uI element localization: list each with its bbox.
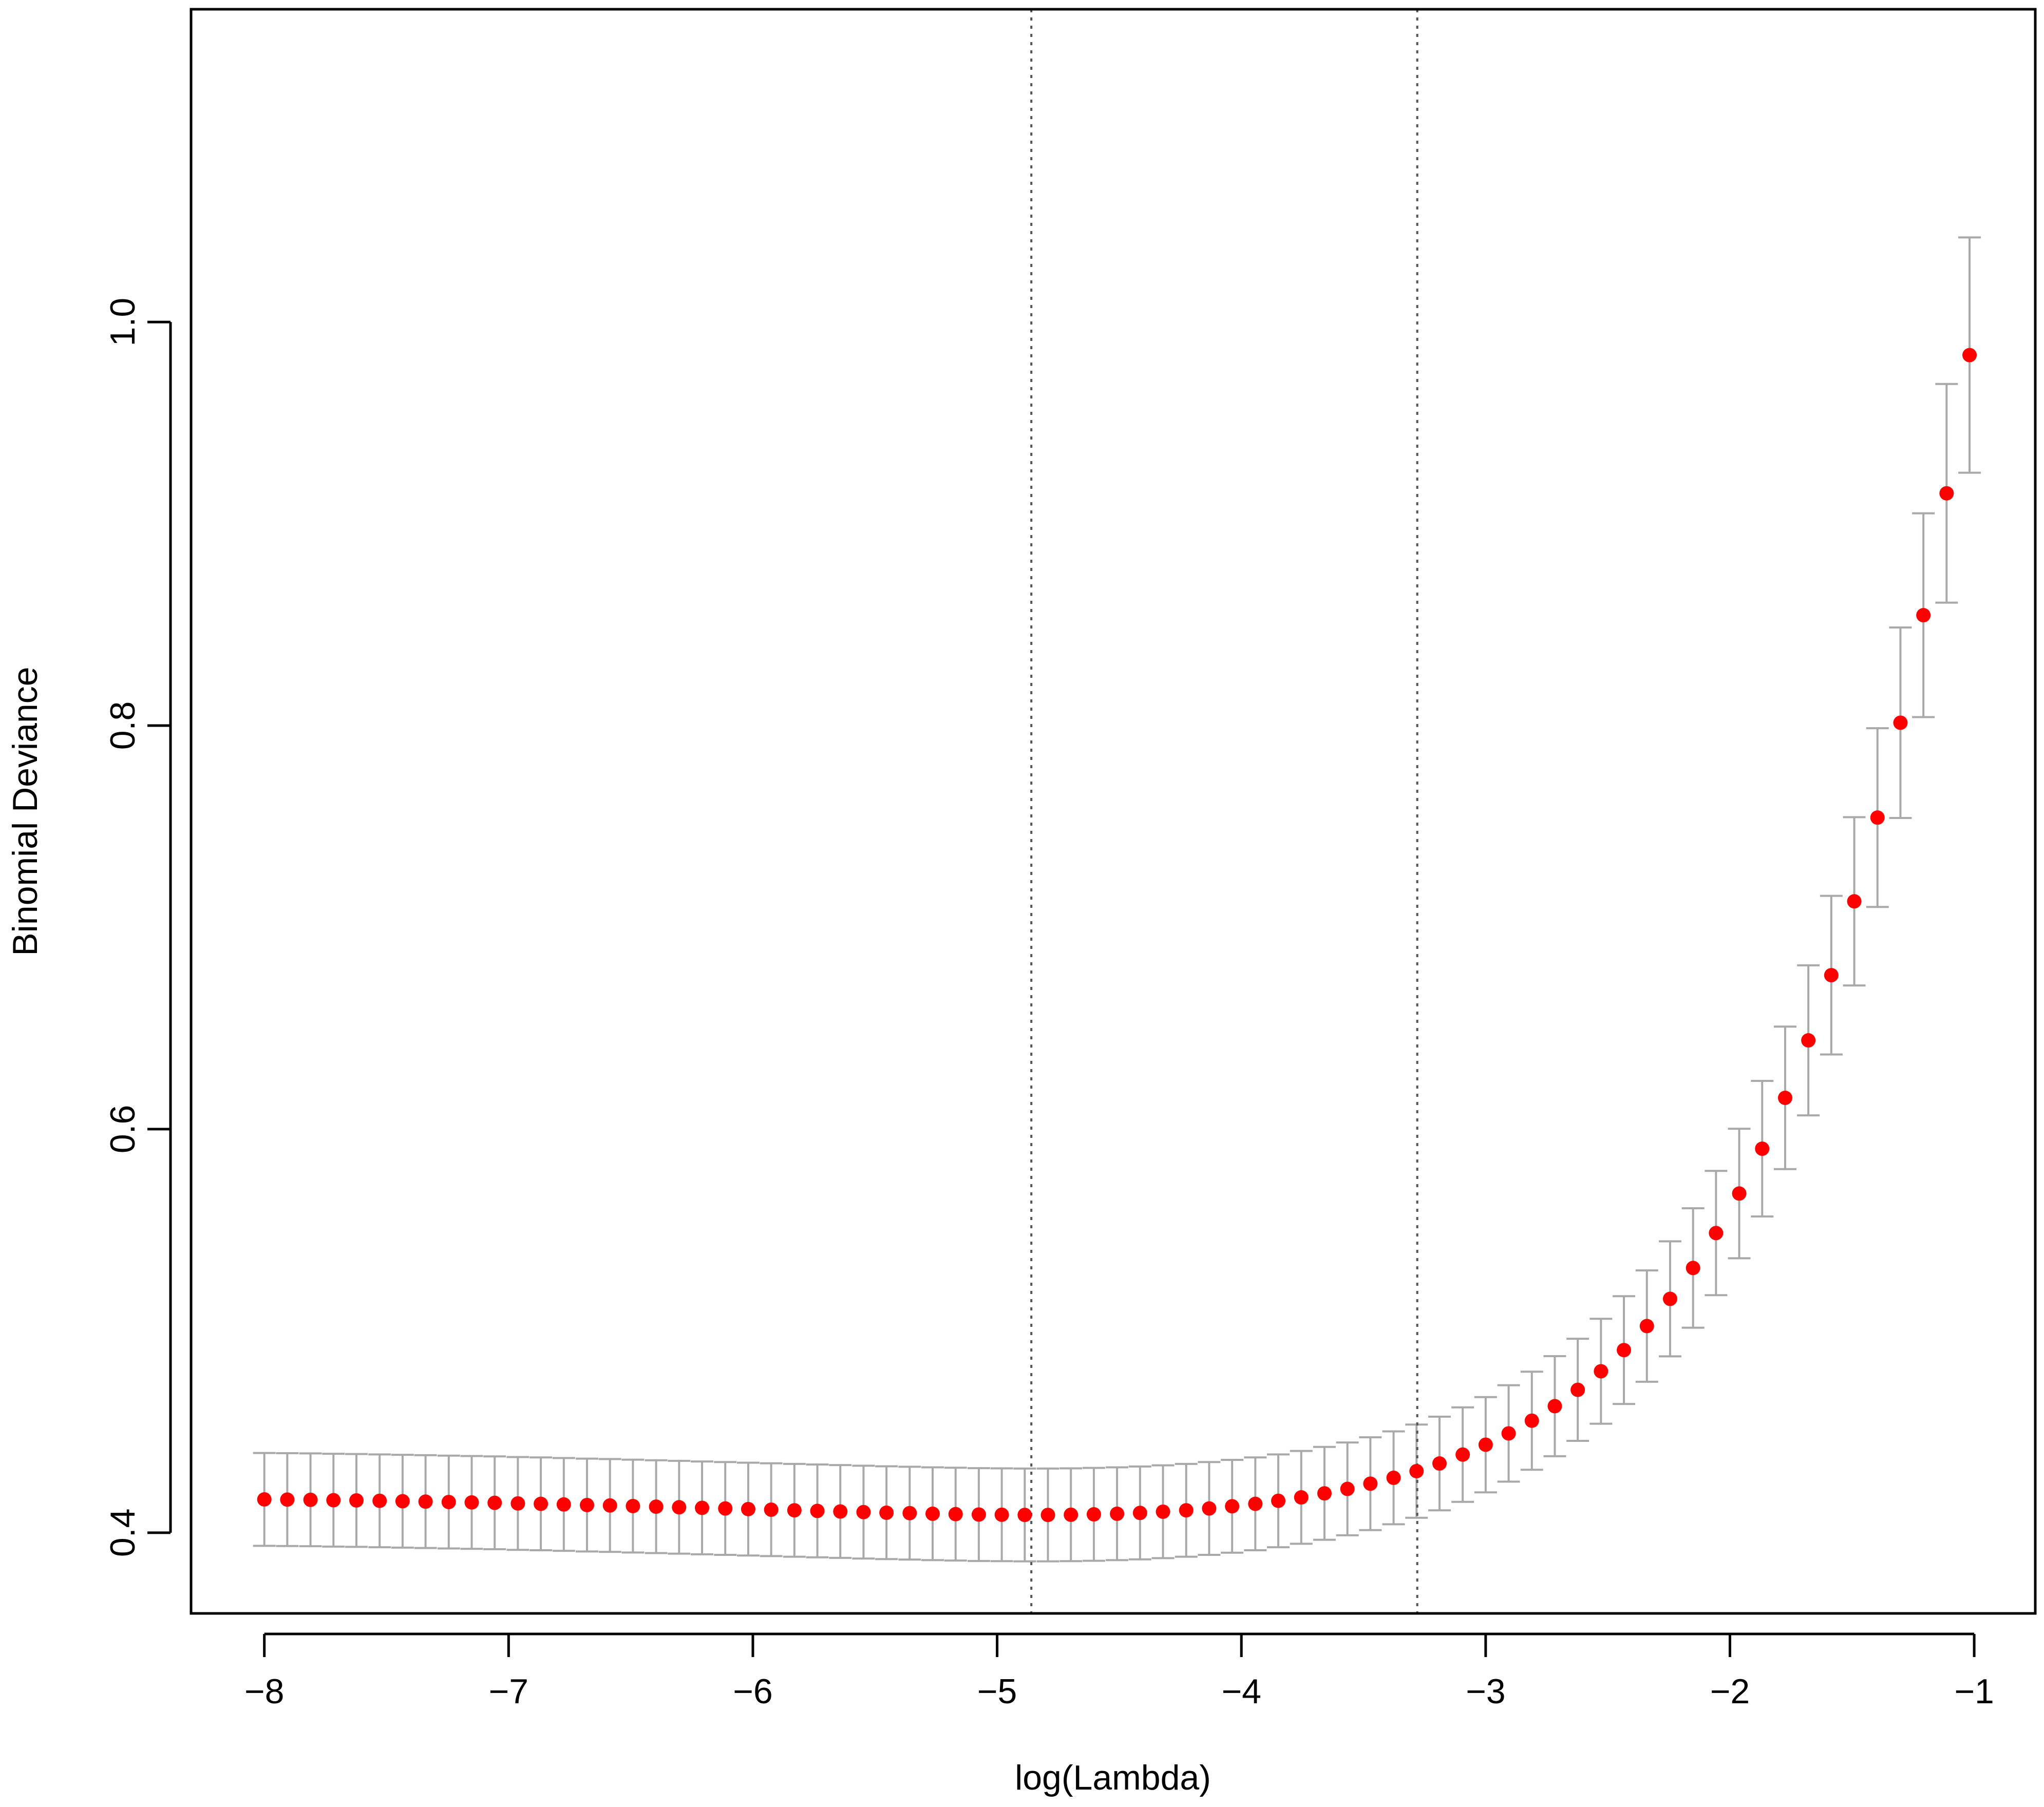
data-point <box>1962 348 1977 363</box>
data-point <box>1409 1463 1424 1478</box>
data-point <box>441 1495 456 1510</box>
x-tick-label: −4 <box>1221 1672 1261 1711</box>
data-point <box>1686 1261 1700 1276</box>
data-point <box>879 1505 894 1520</box>
data-point <box>395 1494 410 1509</box>
data-point <box>718 1501 733 1516</box>
data-point <box>1225 1499 1240 1514</box>
data-point <box>1132 1506 1147 1520</box>
data-point <box>1317 1486 1332 1501</box>
data-point <box>1847 894 1862 909</box>
x-tick-label: −1 <box>1954 1672 1994 1711</box>
data-point <box>1547 1399 1562 1414</box>
data-point <box>372 1493 387 1508</box>
y-tick-label: 1.0 <box>103 298 142 347</box>
data-point <box>1110 1506 1125 1521</box>
data-point <box>833 1504 848 1519</box>
data-point <box>925 1506 940 1521</box>
data-point <box>556 1497 571 1512</box>
data-point <box>1156 1504 1170 1519</box>
data-point <box>1639 1319 1654 1334</box>
data-point <box>994 1507 1009 1522</box>
data-point <box>1870 810 1885 825</box>
reference-lines <box>1030 9 1418 1613</box>
data-point <box>1732 1186 1747 1201</box>
data-point <box>326 1493 341 1508</box>
data-point <box>1040 1508 1055 1523</box>
data-point <box>1617 1343 1632 1358</box>
y-tick-label: 0.6 <box>103 1105 142 1154</box>
data-point <box>534 1496 548 1511</box>
data-point <box>1801 1033 1816 1048</box>
x-tick-label: −7 <box>489 1672 529 1711</box>
data-point <box>695 1500 710 1515</box>
data-point <box>1478 1437 1493 1452</box>
data-point <box>1501 1426 1516 1441</box>
data-point <box>787 1503 802 1518</box>
data-point <box>1017 1508 1032 1523</box>
data-point <box>810 1504 825 1518</box>
data-point <box>1202 1501 1217 1516</box>
data-point <box>1271 1493 1286 1508</box>
data-point <box>971 1507 986 1522</box>
data-point <box>257 1492 272 1507</box>
data-point <box>1755 1142 1770 1156</box>
data-point <box>349 1493 364 1508</box>
data-point <box>1594 1364 1608 1379</box>
data-point <box>1662 1291 1677 1306</box>
data-points <box>257 348 1977 1523</box>
data-point <box>303 1492 318 1507</box>
x-axis: −8 −7 −6 −5 −4 −3 −2 −1 <box>244 1632 1994 1711</box>
y-tick-label: 0.4 <box>103 1509 142 1557</box>
data-point <box>649 1499 664 1514</box>
data-point <box>1064 1507 1078 1522</box>
data-point <box>464 1495 479 1510</box>
data-point <box>280 1492 295 1507</box>
data-point <box>764 1502 779 1517</box>
error-bars <box>253 236 1981 1563</box>
data-point <box>1709 1226 1724 1241</box>
y-axis: 0.4 0.6 0.8 1.0 <box>103 298 172 1557</box>
data-point <box>1777 1090 1792 1105</box>
data-point <box>510 1496 525 1511</box>
data-point <box>672 1500 687 1515</box>
data-point <box>487 1495 502 1510</box>
data-point <box>1179 1503 1194 1518</box>
x-tick-label: −8 <box>244 1672 285 1711</box>
data-point <box>1916 608 1931 623</box>
data-point <box>1570 1382 1585 1397</box>
data-point <box>1248 1496 1263 1511</box>
data-point <box>418 1494 433 1509</box>
y-tick-label: 0.8 <box>103 701 142 750</box>
x-tick-label: −3 <box>1466 1672 1506 1711</box>
data-point <box>1386 1470 1401 1485</box>
data-point <box>741 1501 755 1516</box>
x-tick-label: −5 <box>977 1672 1017 1711</box>
data-point <box>579 1497 594 1512</box>
data-point <box>626 1498 640 1513</box>
plot-frame <box>190 8 2037 1615</box>
data-point <box>1086 1507 1101 1522</box>
y-axis-title: Binomial Deviance <box>6 667 45 956</box>
x-axis-title: log(Lambda) <box>1015 1758 1211 1797</box>
data-point <box>1893 715 1908 730</box>
data-point <box>1824 968 1839 983</box>
data-point <box>1524 1413 1539 1428</box>
x-tick-label: −6 <box>733 1672 773 1711</box>
data-point <box>1455 1447 1470 1462</box>
data-point <box>948 1507 963 1521</box>
data-point <box>1340 1481 1355 1496</box>
x-tick-label: −2 <box>1710 1672 1750 1711</box>
data-point <box>902 1506 917 1520</box>
data-point <box>1294 1490 1309 1505</box>
data-point <box>602 1498 617 1513</box>
data-point <box>1363 1476 1378 1491</box>
data-point <box>1432 1456 1447 1471</box>
data-point <box>1939 486 1954 501</box>
data-point <box>856 1505 871 1519</box>
